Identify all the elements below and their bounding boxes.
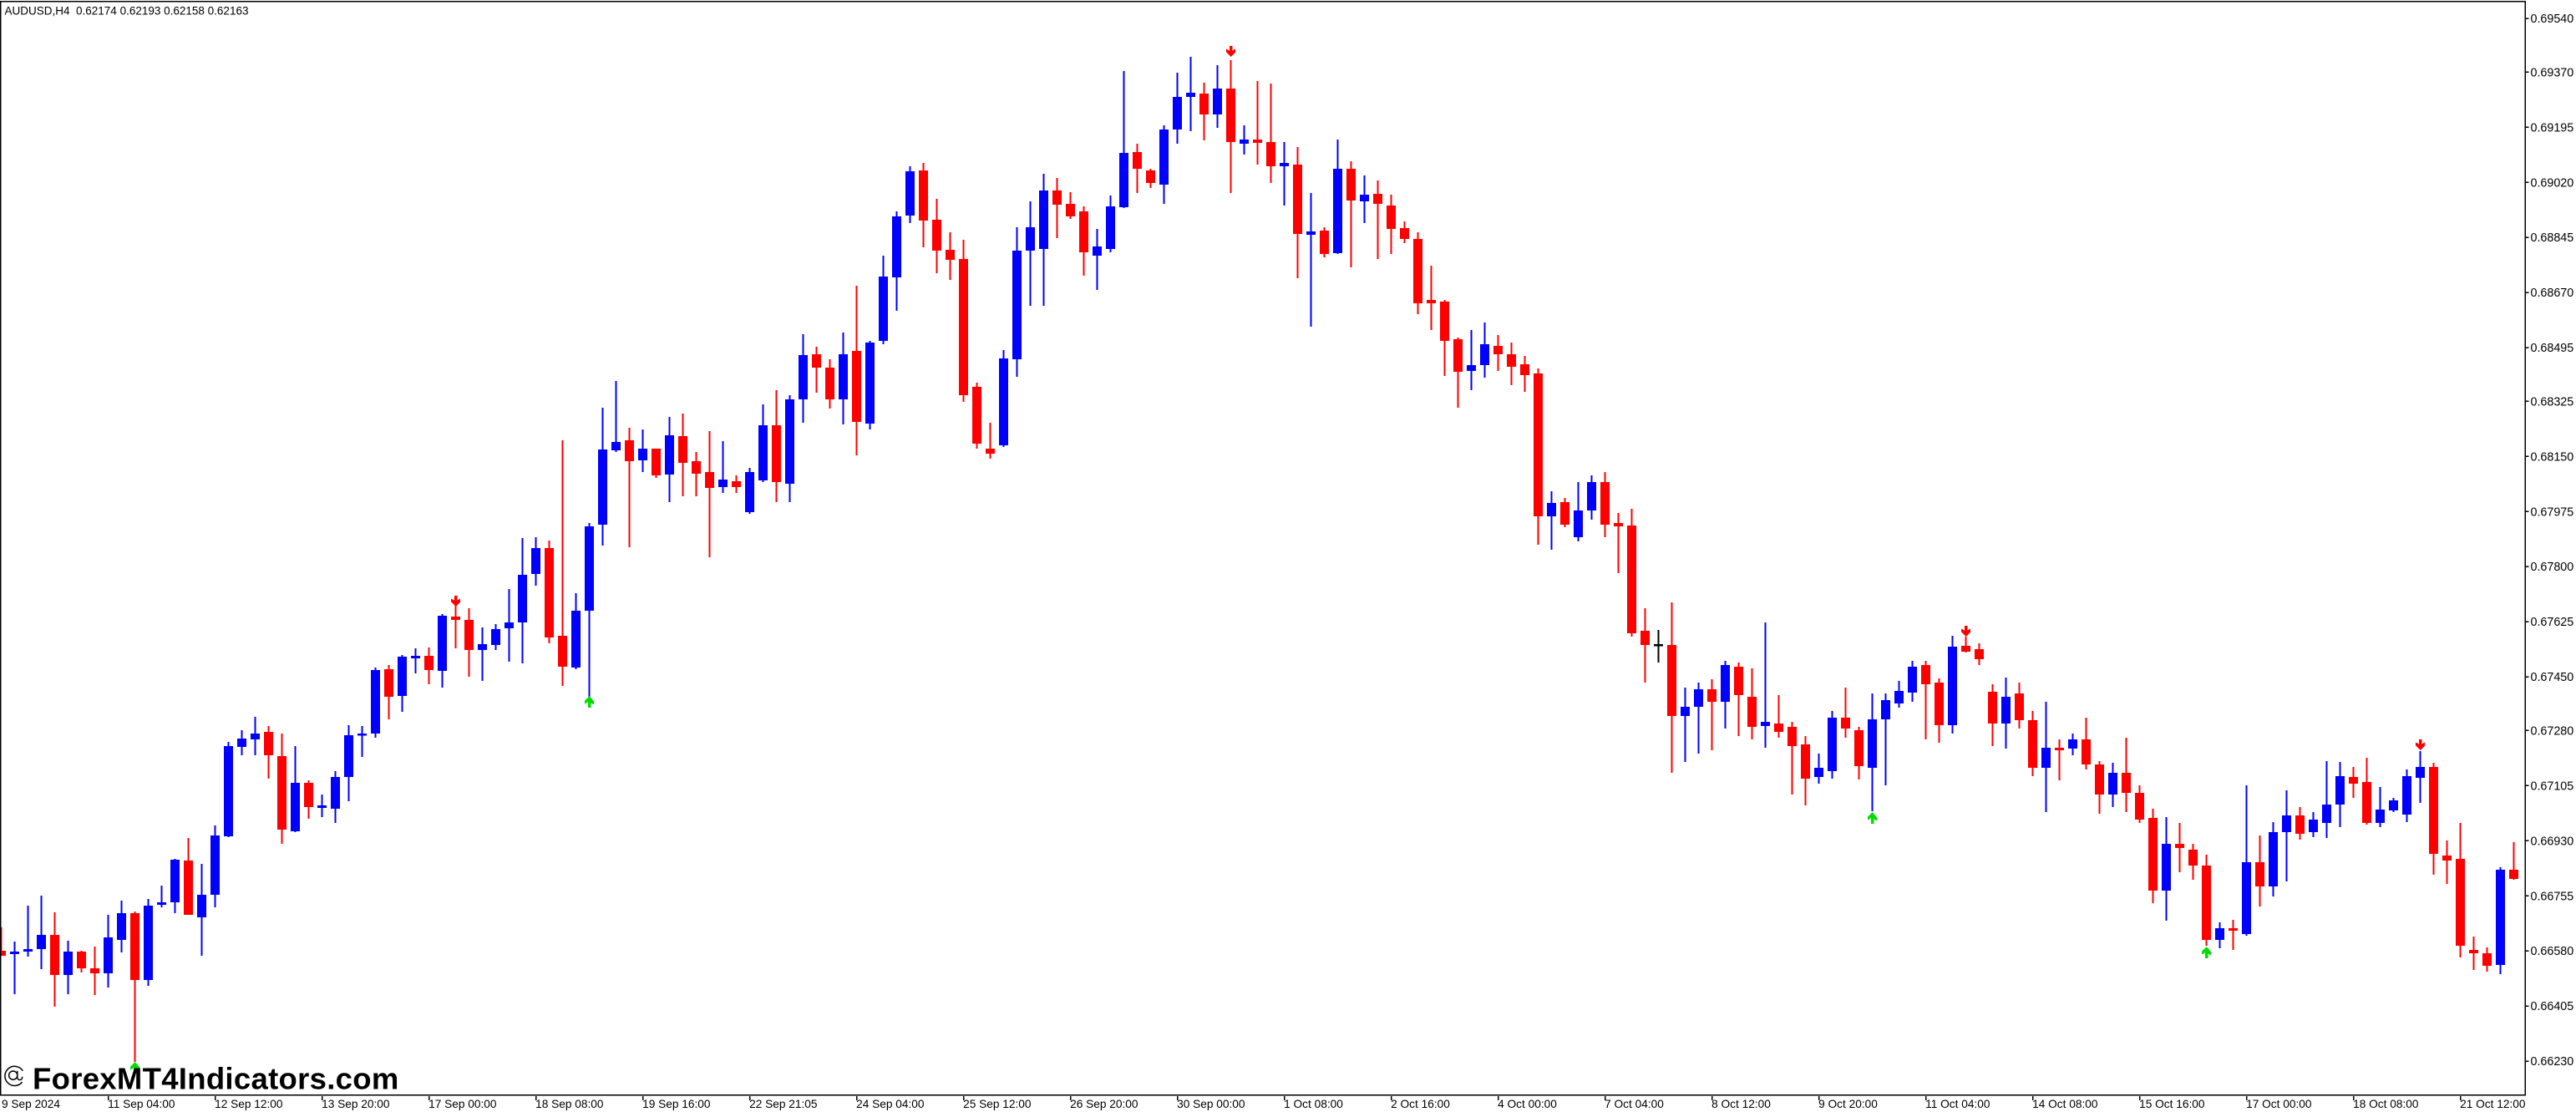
svg-text:0.67105: 0.67105 — [2531, 779, 2574, 793]
svg-text:26 Sep 20:00: 26 Sep 20:00 — [1070, 1098, 1138, 1110]
svg-text:12 Sep 12:00: 12 Sep 12:00 — [215, 1098, 283, 1110]
svg-text:14 Oct 08:00: 14 Oct 08:00 — [2032, 1098, 2098, 1110]
svg-text:0.66930: 0.66930 — [2531, 835, 2574, 848]
svg-text:17 Oct 00:00: 17 Oct 00:00 — [2246, 1098, 2312, 1110]
svg-text:7 Oct 04:00: 7 Oct 04:00 — [1605, 1098, 1664, 1110]
svg-text:0.67975: 0.67975 — [2531, 505, 2574, 519]
svg-text:0.67800: 0.67800 — [2531, 561, 2574, 574]
svg-text:13 Sep 20:00: 13 Sep 20:00 — [322, 1098, 390, 1110]
svg-text:0.69020: 0.69020 — [2531, 176, 2574, 190]
svg-text:0.68495: 0.68495 — [2531, 342, 2574, 355]
svg-text:0.66580: 0.66580 — [2531, 945, 2574, 958]
svg-text:24 Sep 04:00: 24 Sep 04:00 — [856, 1098, 925, 1110]
svg-text:18 Sep 08:00: 18 Sep 08:00 — [535, 1098, 604, 1110]
svg-text:AUDUSD,H4 0.62174 0.62193 0.6: AUDUSD,H4 0.62174 0.62193 0.62158 0.6216… — [5, 5, 249, 18]
svg-text:9 Sep 2024: 9 Sep 2024 — [2, 1098, 60, 1110]
svg-text:0.68670: 0.68670 — [2531, 287, 2574, 300]
svg-text:4 Oct 00:00: 4 Oct 00:00 — [1498, 1098, 1557, 1110]
svg-text:0.69195: 0.69195 — [2531, 121, 2574, 135]
svg-text:0.68325: 0.68325 — [2531, 395, 2574, 409]
svg-text:0.66405: 0.66405 — [2531, 1000, 2574, 1013]
svg-text:0.68845: 0.68845 — [2531, 231, 2574, 245]
svg-text:0.66755: 0.66755 — [2531, 890, 2574, 903]
svg-text:1 Oct 08:00: 1 Oct 08:00 — [1284, 1098, 1343, 1110]
svg-text:0.69370: 0.69370 — [2531, 66, 2574, 79]
svg-text:ForexMT4Indicators.com: ForexMT4Indicators.com — [33, 1062, 399, 1096]
svg-text:0.68150: 0.68150 — [2531, 450, 2574, 464]
svg-text:0.67625: 0.67625 — [2531, 616, 2574, 629]
svg-text:30 Sep 00:00: 30 Sep 00:00 — [1177, 1098, 1245, 1110]
svg-text:0.69540: 0.69540 — [2531, 13, 2574, 26]
svg-text:25 Sep 12:00: 25 Sep 12:00 — [963, 1098, 1032, 1110]
svg-text:0.67280: 0.67280 — [2531, 724, 2574, 738]
svg-text:15 Oct 16:00: 15 Oct 16:00 — [2139, 1098, 2205, 1110]
svg-text:17 Sep 00:00: 17 Sep 00:00 — [428, 1098, 497, 1110]
svg-text:8 Oct 12:00: 8 Oct 12:00 — [1711, 1098, 1771, 1110]
svg-text:9 Oct 20:00: 9 Oct 20:00 — [1818, 1098, 1878, 1110]
svg-text:2 Oct 16:00: 2 Oct 16:00 — [1391, 1098, 1450, 1110]
svg-text:21 Oct 12:00: 21 Oct 12:00 — [2460, 1098, 2526, 1110]
svg-text:18 Oct 08:00: 18 Oct 08:00 — [2353, 1098, 2419, 1110]
svg-text:11 Oct 04:00: 11 Oct 04:00 — [1925, 1098, 1990, 1110]
svg-text:11 Sep 04:00: 11 Sep 04:00 — [108, 1098, 175, 1110]
svg-text:0.66230: 0.66230 — [2531, 1055, 2574, 1069]
svg-text:22 Sep 21:05: 22 Sep 21:05 — [749, 1098, 818, 1110]
svg-text:19 Sep 16:00: 19 Sep 16:00 — [642, 1098, 711, 1110]
svg-text:0.67450: 0.67450 — [2531, 671, 2574, 684]
